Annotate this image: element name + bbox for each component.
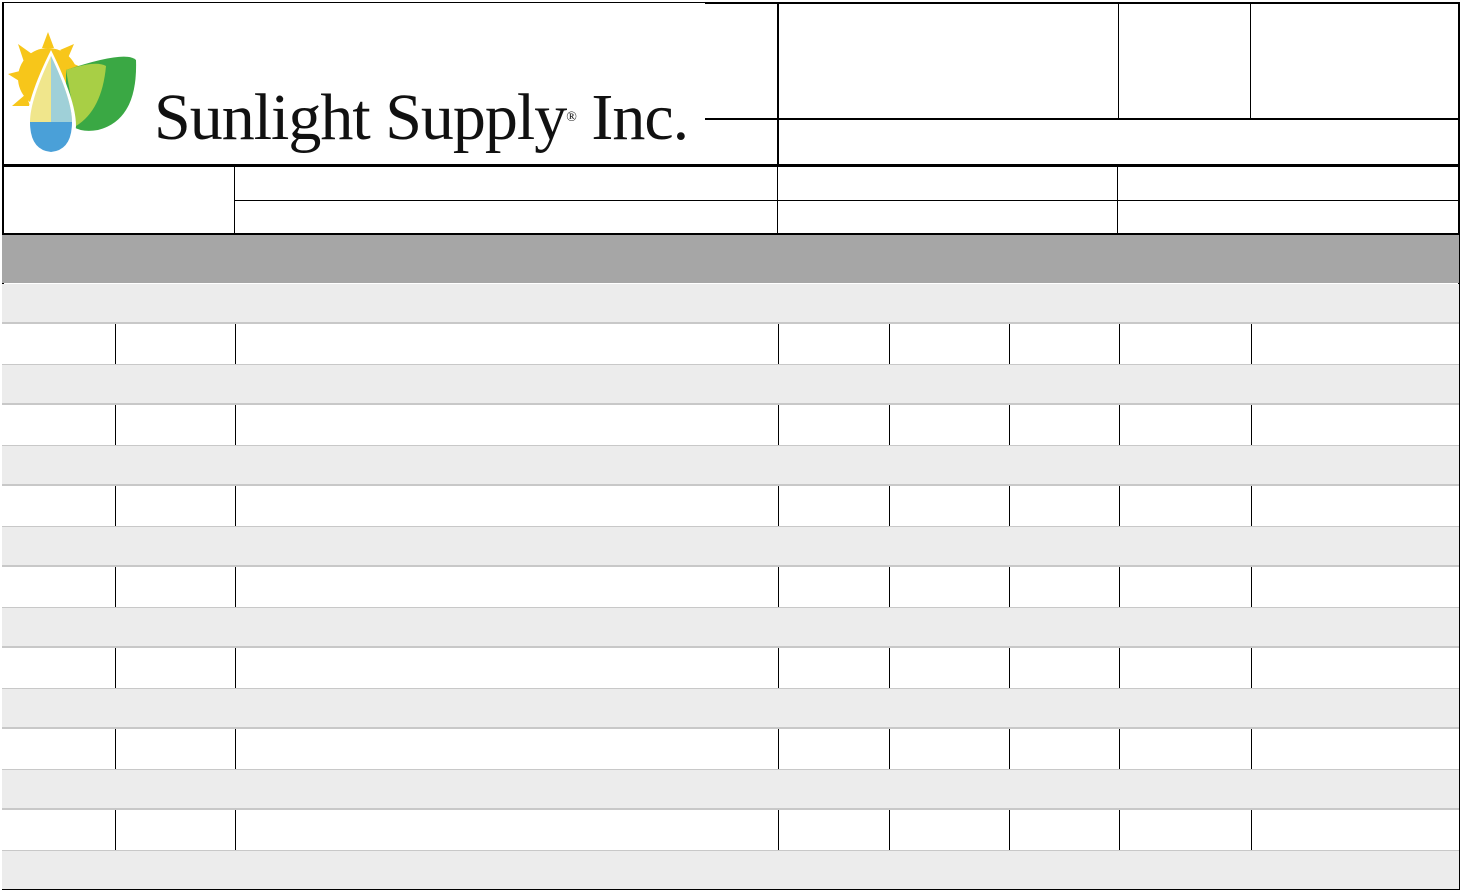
column-divider	[1119, 486, 1120, 526]
column-divider	[1251, 810, 1252, 850]
header-field-title[interactable]	[779, 4, 1118, 118]
info-bottom-rule	[2, 233, 1460, 235]
column-divider	[889, 324, 890, 364]
info-rule	[234, 200, 1460, 201]
shaded-row[interactable]	[2, 446, 1459, 486]
column-divider	[889, 729, 890, 769]
column-divider	[778, 405, 779, 445]
column-divider	[889, 486, 890, 526]
company-name-text: Sunlight Supply	[154, 81, 567, 154]
column-divider	[1251, 567, 1252, 607]
column-divider	[235, 648, 236, 688]
column-divider	[889, 405, 890, 445]
table-row[interactable]	[2, 567, 1459, 608]
section-header-band	[2, 235, 1459, 283]
shaded-row[interactable]	[2, 770, 1459, 810]
header-bottom-rule	[2, 164, 1460, 167]
header-field-wide[interactable]	[779, 120, 1458, 164]
info-divider-3	[1117, 165, 1118, 234]
column-divider	[1119, 810, 1120, 850]
column-divider	[1009, 324, 1010, 364]
column-divider	[778, 729, 779, 769]
column-divider	[1119, 729, 1120, 769]
column-divider	[115, 648, 116, 688]
sun-drop-leaf-icon	[8, 32, 137, 156]
column-divider	[778, 567, 779, 607]
column-divider	[1009, 810, 1010, 850]
column-divider	[1251, 648, 1252, 688]
outer-border-right	[1458, 2, 1460, 890]
column-divider	[235, 567, 236, 607]
table-row[interactable]	[2, 648, 1459, 689]
column-divider	[235, 486, 236, 526]
info-divider-1	[234, 165, 235, 234]
column-divider	[1251, 405, 1252, 445]
column-divider	[235, 405, 236, 445]
header-mid-rule	[705, 118, 1460, 120]
shaded-row[interactable]	[2, 608, 1459, 648]
header-field-revision[interactable]	[1119, 4, 1250, 118]
header-top-border	[2, 2, 705, 3]
shaded-row[interactable]	[2, 689, 1459, 729]
header-field-date[interactable]	[1251, 4, 1458, 118]
column-divider	[778, 486, 779, 526]
column-divider	[778, 810, 779, 850]
column-divider	[235, 729, 236, 769]
table-row[interactable]	[2, 810, 1459, 851]
table-row[interactable]	[2, 486, 1459, 527]
column-divider	[1119, 648, 1120, 688]
column-divider	[1119, 405, 1120, 445]
company-suffix: Inc.	[591, 81, 689, 154]
shaded-row[interactable]	[2, 527, 1459, 567]
column-divider	[1009, 729, 1010, 769]
column-divider	[115, 486, 116, 526]
outer-border-bottom	[2, 889, 1460, 890]
table-row[interactable]	[2, 324, 1459, 365]
column-divider	[1119, 324, 1120, 364]
column-divider	[1009, 486, 1010, 526]
column-divider	[1251, 486, 1252, 526]
company-logo: Sunlight Supply® Inc.	[6, 30, 706, 158]
column-divider	[115, 729, 116, 769]
info-divider-2	[777, 165, 778, 234]
column-divider	[235, 324, 236, 364]
column-divider	[1009, 405, 1010, 445]
shaded-row[interactable]	[2, 284, 1459, 324]
column-divider	[1119, 567, 1120, 607]
registered-mark: ®	[566, 110, 577, 125]
column-divider	[778, 324, 779, 364]
header-top-border-right	[705, 2, 1460, 4]
column-divider	[235, 810, 236, 850]
column-divider	[889, 810, 890, 850]
header-divider-logo	[777, 2, 779, 165]
column-divider	[889, 567, 890, 607]
column-divider	[1009, 567, 1010, 607]
column-divider	[778, 648, 779, 688]
column-divider	[889, 648, 890, 688]
column-divider	[1251, 729, 1252, 769]
column-divider	[115, 324, 116, 364]
table-row[interactable]	[2, 405, 1459, 446]
table-row[interactable]	[2, 729, 1459, 770]
column-divider	[1251, 324, 1252, 364]
column-divider	[115, 405, 116, 445]
shaded-row[interactable]	[2, 365, 1459, 405]
header-divider-1	[1118, 2, 1119, 118]
company-name: Sunlight Supply® Inc.	[154, 80, 689, 156]
column-divider	[115, 810, 116, 850]
header-divider-2	[1250, 2, 1251, 118]
shaded-row[interactable]	[2, 851, 1459, 889]
column-divider	[115, 567, 116, 607]
column-divider	[1009, 648, 1010, 688]
